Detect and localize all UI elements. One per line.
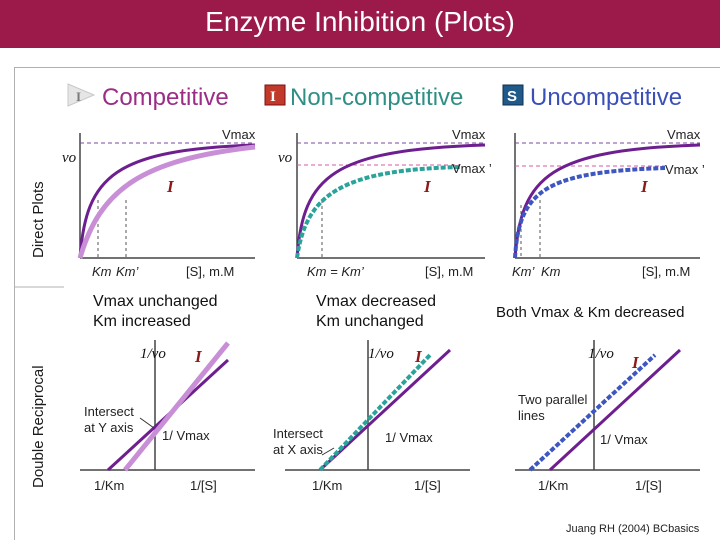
vo-label: vo	[278, 150, 293, 166]
direct-plot-competitive: Vmax vo I Km Km’ [S], m.M	[62, 127, 256, 279]
km-label: Km	[92, 264, 112, 279]
km-equal-label: Km = Km’	[307, 264, 365, 279]
note-line2: at Y axis	[84, 420, 134, 435]
row-label-reciprocal: Double Reciprocal	[30, 365, 47, 488]
x-axis-label: [S], m.M	[642, 264, 690, 279]
legend-noncompetitive: Non-competitive	[290, 84, 463, 111]
vo-label: vo	[62, 150, 77, 166]
km-prime-label: Km’	[512, 264, 536, 279]
title-bar: Enzyme Inhibition (Plots)	[0, 0, 720, 48]
direct-plot-uncompetitive: Vmax Vmax ’ I Km’ Km [S], m.M	[512, 127, 705, 279]
direct-plot-noncompetitive: Vmax Vmax ’ vo I Km = Km’ [S], m.M	[278, 127, 492, 279]
inhibitor-label: I	[166, 177, 175, 196]
substrate-box-icon	[502, 84, 524, 106]
line-with-inhibitor	[318, 353, 432, 472]
curve-no-inhibitor	[295, 143, 486, 259]
x-intercept-label: 1/Km	[538, 478, 568, 493]
note-pointer	[321, 447, 335, 456]
reciprocal-plot-uncompetitive: 1/vo I Two parallel lines 1/ Vmax 1/Km 1…	[515, 340, 700, 493]
intercept-label: 1/ Vmax	[385, 430, 433, 445]
line-no-inhibitor	[548, 348, 682, 472]
curve-with-inhibitor	[513, 166, 666, 259]
legend-uncompetitive: Uncompetitive	[530, 84, 682, 111]
vmax-label: Vmax	[452, 127, 486, 142]
x-axis-label: 1/[S]	[190, 478, 217, 493]
row-label-direct: Direct Plots	[30, 181, 47, 258]
inhibitor-label: I	[423, 177, 432, 196]
note-line2: lines	[518, 408, 545, 423]
page-title: Enzyme Inhibition (Plots)	[205, 6, 515, 37]
diagram-frame	[14, 67, 720, 540]
summary-noncompetitive-line2: Km unchanged	[316, 313, 424, 330]
km-prime-label: Km’	[116, 264, 140, 279]
km-label: Km	[541, 264, 561, 279]
substrate-box-label: S	[507, 88, 517, 105]
summary-noncompetitive-line1: Vmax decreased	[316, 293, 436, 310]
summary-competitive-line1: Vmax unchanged	[93, 293, 218, 310]
inhibitor-box-label: I	[270, 89, 276, 105]
curve-no-inhibitor	[78, 143, 256, 259]
summary-uncompetitive-line1: Both Vmax & Km decreased	[496, 304, 684, 321]
inhibitor-label: I	[414, 347, 423, 366]
note-line1: Intersect	[84, 404, 134, 419]
inhibitor-label: I	[194, 347, 203, 366]
curve-with-inhibitor	[77, 144, 256, 259]
x-intercept-label: 1/Km	[94, 478, 124, 493]
reciprocal-plot-noncompetitive: 1/vo I Intersect at X axis 1/ Vmax 1/Km …	[273, 340, 470, 493]
y-axis-label: 1/vo	[588, 346, 614, 362]
inhibitor-label: I	[631, 353, 640, 372]
summary-competitive-line2: Km increased	[93, 313, 191, 330]
inhibitor-label: I	[640, 177, 649, 196]
vmax-prime-label: Vmax ’	[665, 162, 705, 177]
x-axis-label: 1/[S]	[414, 478, 441, 493]
note-line1: Intersect	[273, 426, 323, 441]
note-pointer	[139, 417, 155, 429]
intercept-label: 1/ Vmax	[162, 428, 210, 443]
line-with-inhibitor	[528, 353, 657, 472]
intercept-label: 1/ Vmax	[600, 432, 648, 447]
legend: I Competitive I Non-competitive S Uncomp…	[67, 83, 682, 111]
x-axis-label: 1/[S]	[635, 478, 662, 493]
reciprocal-plot-competitive: 1/vo I Intersect at Y axis 1/ Vmax 1/Km …	[80, 340, 255, 493]
y-axis-label: 1/vo	[368, 346, 394, 362]
curve-with-inhibitor	[295, 165, 461, 259]
vmax-label: Vmax	[667, 127, 701, 142]
legend-arrow-label: I	[76, 89, 81, 104]
inhibitor-box-icon	[264, 84, 286, 106]
note-line1: Two parallel	[518, 392, 587, 407]
line-with-inhibitor	[123, 341, 230, 472]
legend-competitive: Competitive	[102, 84, 229, 111]
x-axis-label: [S], m.M	[186, 264, 234, 279]
vmax-prime-label: Vmax ’	[452, 161, 492, 176]
line-no-inhibitor	[318, 348, 452, 472]
credit-text: Juang RH (2004) BCbasics	[566, 523, 700, 535]
legend-arrow	[67, 83, 96, 107]
note-line2: at X axis	[273, 442, 323, 457]
x-axis-label: [S], m.M	[425, 264, 473, 279]
vmax-label: Vmax	[222, 127, 256, 142]
x-intercept-label: 1/Km	[312, 478, 342, 493]
y-axis-label: 1/vo	[140, 346, 166, 362]
